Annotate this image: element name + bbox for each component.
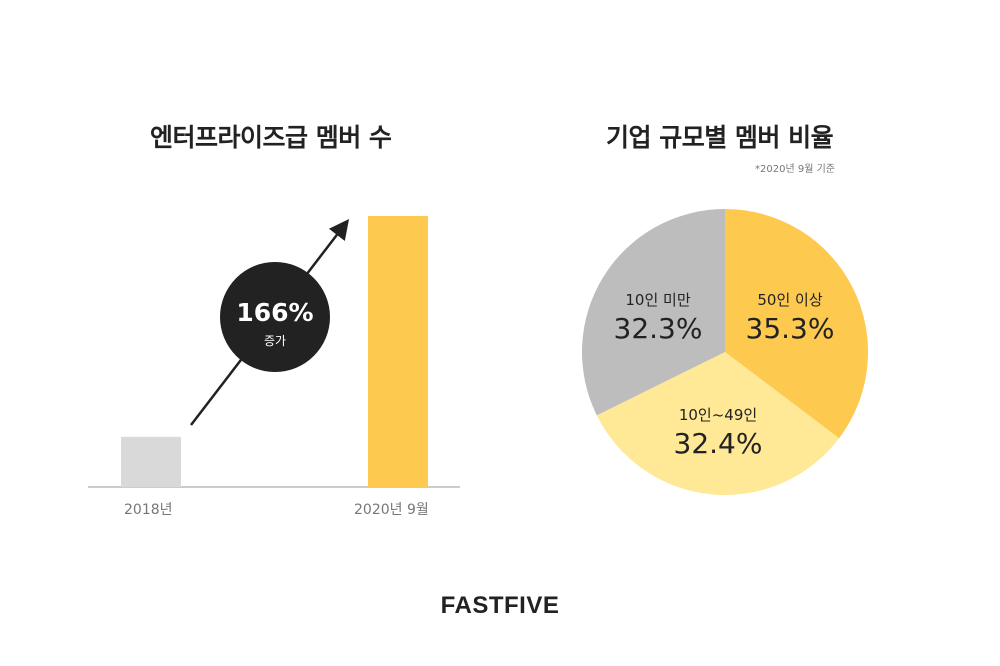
pie-chart-subtitle: *2020년 9월 기준 bbox=[755, 164, 835, 175]
pie-chart-title: 기업 규모별 멤버 비율 bbox=[600, 118, 840, 156]
growth-badge bbox=[220, 262, 330, 372]
pie-slice-label-1: 10인~49인 bbox=[679, 406, 757, 424]
bar-0 bbox=[121, 436, 181, 487]
bar-chart-title-text: 엔터프라이즈급 멤버 수 bbox=[150, 123, 392, 152]
growth-label: 증가 bbox=[264, 334, 286, 348]
pie-slice-0 bbox=[725, 209, 868, 439]
pie-slice-1 bbox=[596, 352, 840, 496]
pie-slice-label-0: 50인 이상 bbox=[757, 291, 822, 309]
pie-slice-value-2: 32.3% bbox=[614, 312, 703, 345]
pie-slice-label-2: 10인 미만 bbox=[625, 291, 690, 309]
bar-chart-title: 엔터프라이즈급 멤버 수 bbox=[144, 118, 398, 156]
pie-chart-title-text: 기업 규모별 멤버 비율 bbox=[606, 123, 834, 152]
growth-value: 166% bbox=[236, 298, 313, 327]
bar-1 bbox=[368, 216, 428, 487]
x-tick-label-1: 2020년 9월 bbox=[354, 502, 429, 518]
fastfive-logo: FASTFIVE bbox=[440, 592, 560, 619]
x-tick-label-0: 2018년 bbox=[124, 502, 173, 518]
pie-slice-2 bbox=[582, 209, 725, 416]
pie-slice-value-0: 35.3% bbox=[746, 312, 835, 345]
pie-slice-value-1: 32.4% bbox=[674, 427, 763, 460]
